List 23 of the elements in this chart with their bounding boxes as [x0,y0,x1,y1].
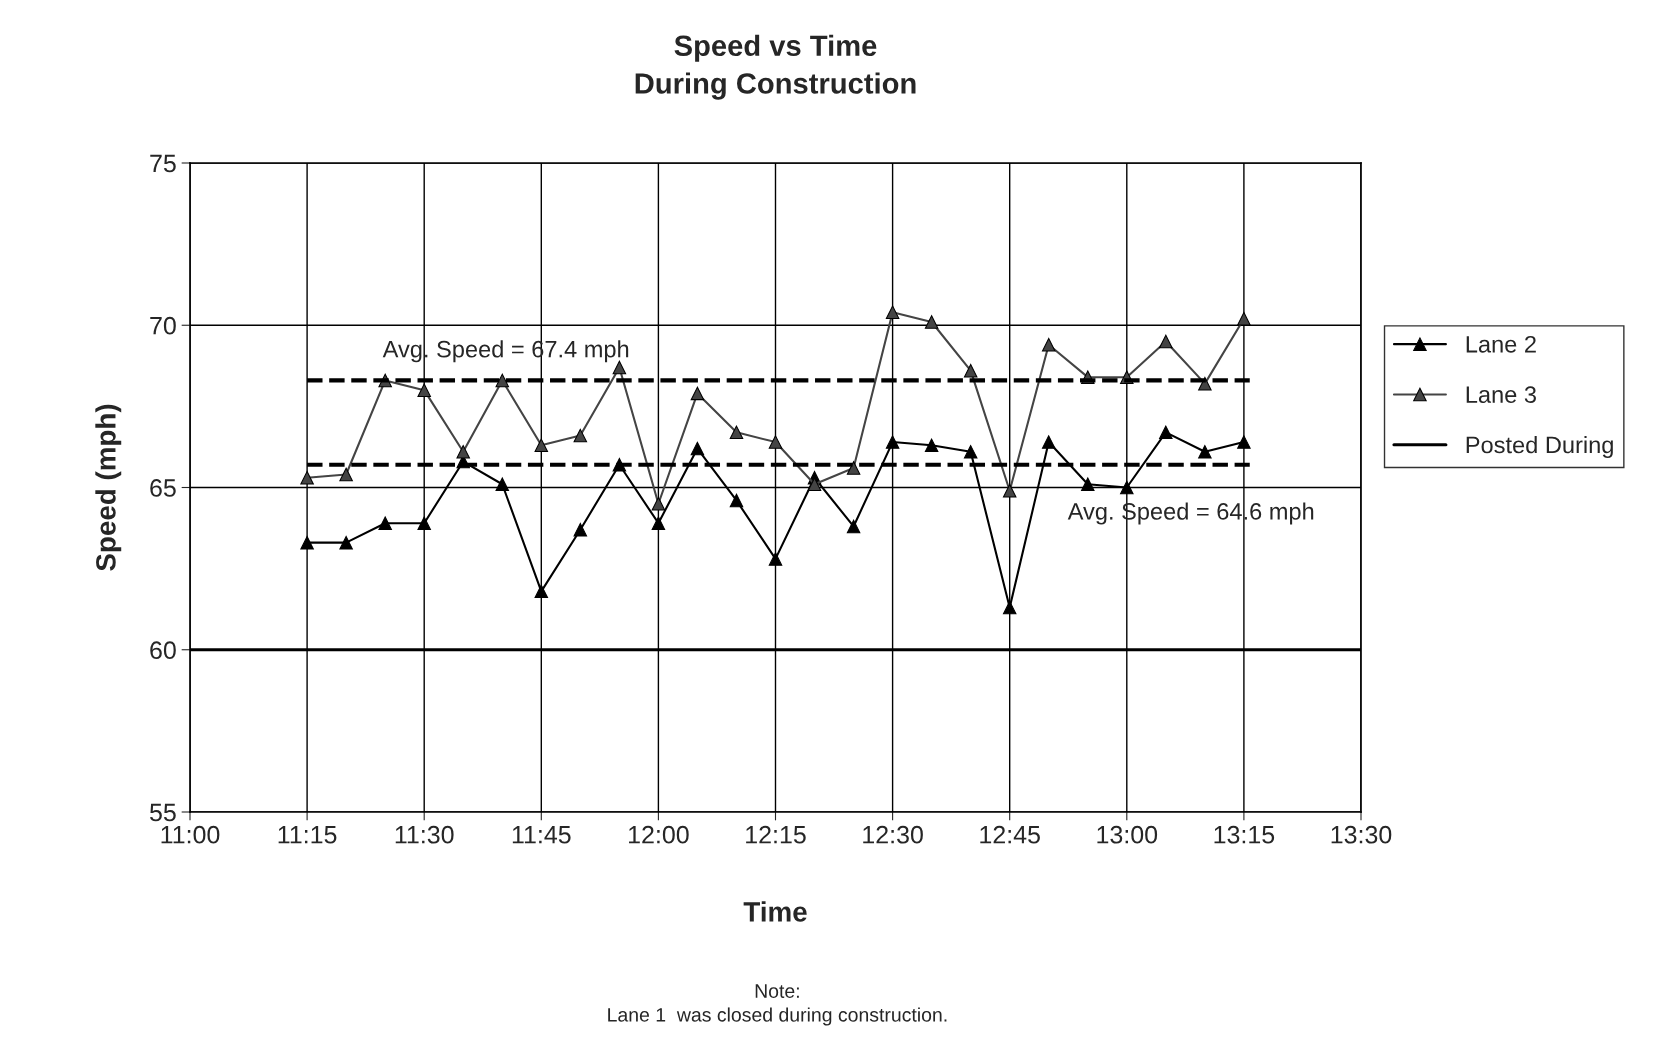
x-tick-label: 11:30 [395,825,454,844]
y-tick-label: 70 [150,316,176,335]
text: Note: Lane 1 was closed during construction. [608,984,947,1026]
x-tick-label: 11:15 [278,826,337,844]
x-tick-label: 13:30 [1331,825,1392,844]
y-axis-title: Speed (mph) [95,404,122,571]
x-tick-label: 13:00 [1097,825,1158,844]
x-tick-label: 11:00 [161,825,220,844]
y-tick-label: 60 [150,641,176,660]
legend-label: Lane 2 [1466,335,1536,353]
legend-label: Posted During [1466,435,1613,458]
x-axis-title: Time [743,901,807,922]
chart-title: Speed vs Time During Construction [635,34,916,100]
x-tick-label: 11:45 [512,826,571,844]
x-tick-label: 12:45 [980,825,1040,844]
x-tick-label: 12:00 [629,825,689,844]
x-tick-label: 12:30 [863,825,923,844]
y-tick-label: 75 [150,154,176,173]
y-tick-label: 55 [150,803,176,822]
x-tick-label: 13:15 [1214,825,1275,844]
y-tick-label: 65 [150,479,176,497]
x-tick-label: 12:15 [746,825,806,844]
legend-label: Lane 3 [1466,386,1536,403]
